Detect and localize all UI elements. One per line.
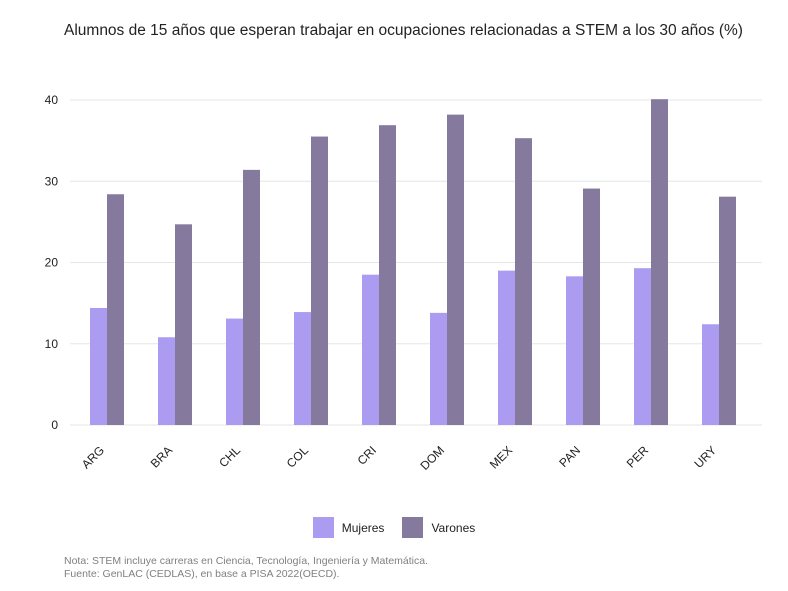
legend-item-varones: Varones — [402, 517, 475, 538]
bar-varones-arg — [107, 194, 124, 425]
x-tick-label-cri: CRI — [355, 443, 380, 468]
legend-swatch-mujeres — [312, 517, 334, 538]
x-tick-label-bra: BRA — [148, 443, 175, 470]
x-tick-label-ury: URY — [691, 443, 719, 471]
legend-item-mujeres: Mujeres — [312, 517, 385, 538]
bar-varones-per — [651, 99, 668, 425]
bar-mujeres-ury — [702, 324, 719, 425]
x-tick-label-per: PER — [624, 443, 652, 471]
bar-mujeres-cri — [362, 274, 379, 425]
bar-mujeres-bra — [158, 337, 175, 425]
bar-mujeres-mex — [498, 270, 515, 425]
y-tick-label: 30 — [45, 174, 59, 188]
bar-varones-ury — [719, 196, 736, 425]
bar-varones-mex — [515, 138, 532, 425]
legend-swatch-varones — [402, 517, 424, 538]
bar-mujeres-pan — [566, 276, 583, 425]
x-tick-label-arg: ARG — [79, 443, 107, 471]
y-tick-label: 40 — [45, 93, 59, 107]
bar-varones-dom — [447, 114, 464, 425]
x-tick-label-mex: MEX — [487, 443, 515, 471]
y-tick-label: 0 — [51, 418, 58, 432]
bar-mujeres-dom — [430, 312, 447, 425]
bar-mujeres-per — [634, 268, 651, 425]
footnotes: Nota: STEM incluye carreras en Ciencia, … — [64, 555, 428, 581]
bar-varones-cri — [379, 125, 396, 425]
bar-varones-col — [311, 136, 328, 425]
chart-title: Alumnos de 15 años que esperan trabajar … — [64, 22, 743, 39]
bar-mujeres-col — [294, 312, 311, 425]
legend-label-mujeres: Mujeres — [341, 520, 385, 535]
bar-varones-bra — [175, 224, 192, 425]
bar-varones-chl — [243, 169, 260, 425]
legend: Mujeres Varones — [0, 517, 788, 538]
bar-varones-pan — [583, 188, 600, 425]
x-tick-label-chl: CHL — [216, 443, 243, 470]
bar-chart: 0 10 20 30 40 ARG BRA CHL COL CRI DOM MEX PAN PER URY — [45, 93, 762, 473]
bar-mujeres-chl — [226, 318, 243, 425]
y-tick-label: 20 — [45, 256, 59, 270]
legend-label-varones: Varones — [431, 520, 476, 535]
footnote-source: Fuente: GenLAC (CEDLAS), en base a PISA … — [64, 568, 340, 580]
x-tick-label-col: COL — [284, 443, 312, 471]
x-tick-label-dom: DOM — [417, 443, 447, 473]
x-tick-label-pan: PAN — [556, 443, 583, 470]
y-tick-label: 10 — [45, 337, 59, 351]
bar-mujeres-arg — [90, 308, 107, 425]
footnote-note: Nota: STEM incluye carreras en Ciencia, … — [64, 555, 428, 567]
